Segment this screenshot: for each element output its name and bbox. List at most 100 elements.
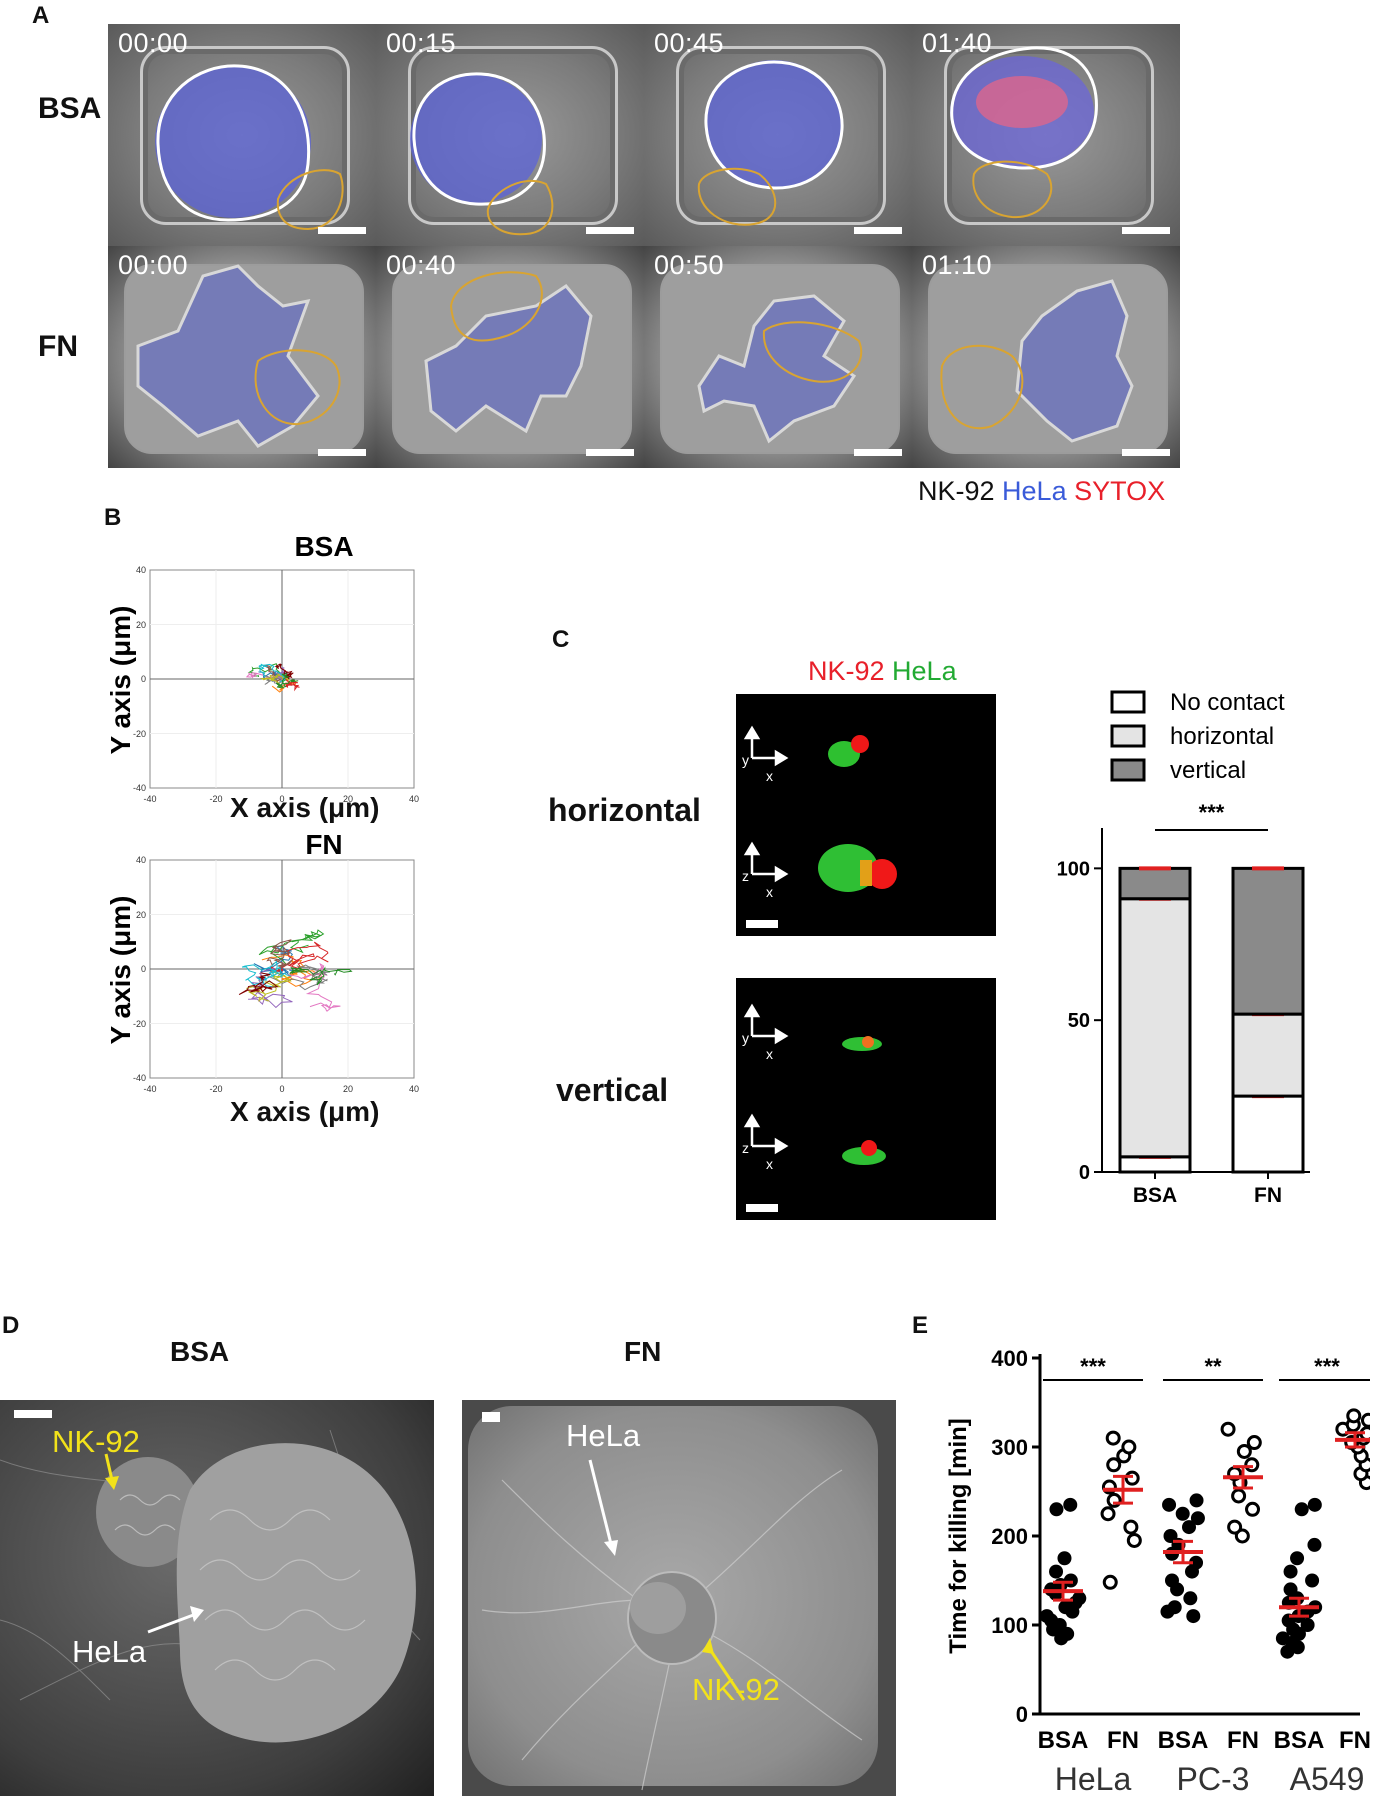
data-point [1360,1412,1370,1428]
significance-label: *** [1199,800,1225,825]
data-point [1167,1600,1182,1615]
y-tick: 0 [141,674,146,684]
cell-track [238,972,279,996]
panel-label-d: D [2,1312,20,1339]
y-tick: 40 [136,565,146,575]
data-point [1121,1439,1137,1455]
x-tick: 40 [409,794,419,804]
cell-track [289,966,353,986]
scale-bar [1122,227,1170,234]
scale-bar [586,449,634,456]
data-point [1183,1591,1198,1606]
channel-hela: HeLa [892,656,957,686]
channel-legend-c: NK-92 HeLa [808,656,957,687]
data-point [1057,1551,1072,1566]
condition-label: BSA [1038,1727,1089,1754]
y-tick-label: 400 [991,1346,1028,1371]
x-tick: -20 [209,794,222,804]
data-point [1182,1520,1197,1535]
axis-mark-x: x [766,1046,773,1062]
data-point [1290,1551,1305,1566]
data-point [1162,1497,1177,1512]
panel-label-a: A [32,2,50,29]
significance-label: ** [1204,1354,1222,1379]
timestamp: 01:40 [922,28,993,58]
data-point [1231,1488,1247,1504]
annotation-nk92: NK-92 [692,1672,780,1707]
scale-bar [746,1204,778,1212]
row-label-horizontal: horizontal [548,792,701,828]
micrograph-fn-2: 00:40 [376,246,644,468]
annotation-nk92: NK-92 [52,1424,140,1459]
x-tick-label: FN [1254,1184,1282,1207]
x-tick: 0 [279,794,284,804]
confocal-vertical: y x z x [736,978,996,1220]
data-point [1102,1574,1118,1590]
axis-mark-x: x [766,1156,773,1172]
data-point [1186,1609,1201,1624]
y-tick-label: 300 [991,1435,1028,1460]
y-tick: 20 [136,910,146,920]
condition-label: FN [1227,1727,1259,1754]
cell-track [266,939,293,969]
cell-track [266,964,331,991]
data-point [1307,1537,1322,1552]
data-point [1164,1573,1179,1588]
scale-bar [318,227,366,234]
stacked-bar-chart: No contact horizontal vertical 0 50 100 BSA FN… [1057,690,1310,1207]
legend-label: vertical [1170,757,1246,784]
micrograph-fn-4: 01:10 [912,246,1180,468]
axis-mark-z: z [742,868,749,884]
x-axis-title: X axis (μm) [230,1096,380,1127]
data-point [1189,1555,1204,1570]
data-point [1189,1493,1204,1508]
stacked-bar-segment [1231,1094,1305,1174]
scale-bar [746,920,778,928]
timestamp: 00:00 [118,250,189,280]
x-axis-title: X axis (μm) [230,792,380,823]
significance-label: *** [1080,1354,1106,1379]
channel-nk92: NK-92 [808,656,885,686]
cell-line-label: HeLa [1055,1761,1132,1795]
axis-mark-y: y [742,752,749,768]
axis-mark-y: y [742,1030,749,1046]
data-point [1039,1609,1054,1624]
y-tick-label: 200 [991,1524,1028,1549]
timestamp: 00:15 [386,28,457,58]
channel-hela: HeLa [1002,476,1067,506]
x-tick: 0 [279,1084,284,1094]
condition-label: FN [1339,1727,1370,1754]
y-tick: -40 [133,783,146,793]
y-tick-label: 0 [1079,1162,1090,1184]
axis-mark-x: x [766,884,773,900]
data-point [1126,1532,1142,1548]
data-point [1234,1528,1250,1544]
channel-legend-a: NK-92 HeLa SYTOX [918,476,1165,507]
y-tick: -20 [133,1019,146,1029]
x-tick: -40 [143,1084,156,1094]
y-tick: 40 [136,855,146,865]
data-point [1300,1618,1315,1632]
data-point [1294,1502,1309,1517]
legend-label: No contact [1170,690,1285,716]
cell-track [258,929,325,965]
y-tick-label: 100 [1057,858,1090,880]
data-point [1123,1519,1139,1535]
data-point [1106,1492,1122,1508]
timestamp: 00:00 [118,28,189,58]
condition-label: BSA [1158,1727,1209,1754]
annotation-hela: HeLa [72,1634,147,1669]
cell-track [258,663,286,683]
channel-sytox: SYTOX [1074,476,1166,506]
scale-bar [586,227,634,234]
micrograph-fn-3: 00:50 [644,246,912,468]
row-label-bsa: BSA [38,92,102,125]
y-tick: -40 [133,1073,146,1083]
data-point [1072,1591,1087,1606]
data-point [1063,1573,1078,1588]
timestamp: 00:40 [386,250,457,280]
data-point [1283,1564,1298,1579]
condition-label: BSA [1274,1727,1325,1754]
cell-line-label: A549 [1290,1761,1365,1795]
legend-swatch [1110,690,1146,714]
